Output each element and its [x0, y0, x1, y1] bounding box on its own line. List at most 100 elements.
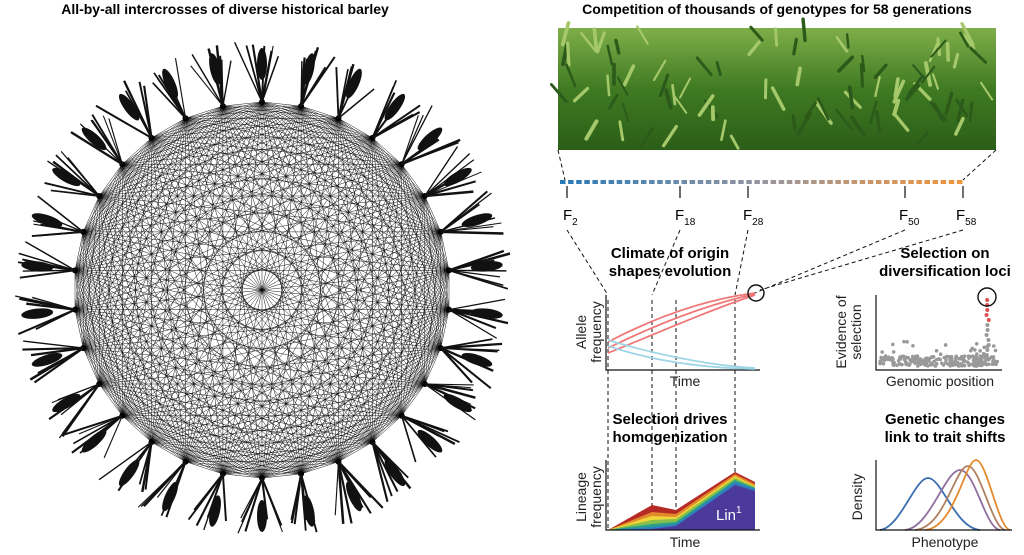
leaf [801, 17, 807, 43]
plant-head [443, 393, 472, 413]
axes [605, 295, 760, 371]
locus-point [953, 356, 958, 360]
plant-head [461, 213, 493, 228]
gen-sub: 28 [752, 217, 764, 228]
generation-labels: F2 F18 F28 F50 F58 [563, 207, 977, 228]
timeline-dash [940, 180, 947, 184]
locus-point [985, 348, 990, 352]
timeline-dash [859, 180, 866, 184]
timeline-dash [835, 180, 841, 184]
plant-stem [260, 50, 273, 103]
timeline-dash [908, 180, 914, 184]
plant-head [118, 459, 140, 487]
leaf [672, 94, 688, 114]
locus-point [889, 358, 894, 362]
zoom-lines [557, 149, 997, 181]
leaf [930, 39, 947, 58]
timeline-dash [867, 180, 874, 184]
locus-point [991, 344, 996, 348]
plant-stem [337, 461, 345, 524]
plant-stem [38, 231, 84, 237]
title-line: Selection on [900, 245, 989, 262]
gen-letter: F [956, 207, 965, 224]
panel-title: Selection drives homogenization [612, 411, 727, 446]
plant-stem [72, 415, 123, 445]
leaf [749, 25, 764, 42]
locus-point [934, 349, 939, 353]
locus-point [938, 357, 942, 362]
plant-stem [424, 146, 459, 197]
highlight-circle [747, 284, 765, 302]
lineage-sup: 1 [736, 505, 742, 516]
timeline-dash [608, 180, 615, 184]
x-label: Time [670, 534, 701, 550]
timeline-dash [875, 180, 882, 184]
locus-point [939, 361, 944, 365]
plant-head [303, 53, 315, 85]
plant-stem [401, 105, 433, 165]
vertical-guides [607, 300, 736, 530]
leaf [893, 77, 900, 99]
generation-timeline [560, 180, 964, 198]
leaf [791, 114, 797, 132]
leaf [874, 75, 881, 98]
plant-stem [70, 131, 123, 166]
leaf [664, 88, 673, 110]
plant-head [52, 393, 81, 413]
leaf [549, 83, 568, 103]
plant-head [345, 68, 362, 99]
label-line: Evidence of [833, 295, 849, 368]
timeline-dash [705, 180, 712, 184]
plant-stem [91, 119, 124, 165]
leaf [770, 86, 786, 111]
plant-head [81, 127, 107, 151]
timeline-dash [681, 180, 687, 184]
plant-stem [261, 477, 283, 526]
leaf [697, 94, 715, 117]
plant-head [31, 213, 63, 228]
locus-point [986, 343, 991, 347]
plant-head [162, 481, 179, 512]
plant-stem [371, 441, 389, 502]
locus-point [910, 359, 915, 364]
leaf [606, 44, 614, 66]
leaf [729, 134, 740, 150]
timeline-dash [884, 180, 890, 184]
plant-head [384, 93, 406, 121]
locus-point [918, 357, 923, 361]
title-line: shapes evolution [609, 263, 732, 280]
plant-stem [448, 298, 506, 311]
locus-point [955, 362, 959, 367]
locus-point [933, 364, 938, 368]
locus-point [974, 360, 978, 365]
plant-stem [58, 383, 100, 439]
locus-point [962, 363, 967, 368]
plant-head [209, 495, 221, 527]
plant-stem [401, 414, 460, 444]
locus-point [950, 357, 954, 362]
plant-head [118, 93, 140, 121]
locus-point [991, 355, 996, 359]
locus-point [984, 353, 989, 357]
locus-point [967, 356, 971, 360]
leaf [572, 86, 590, 103]
y-label: Lineagefrequency [573, 466, 604, 527]
leaf [892, 112, 910, 132]
plant-head [81, 429, 107, 453]
leaf [960, 22, 975, 46]
locus-point [902, 339, 906, 344]
gen-label: F2 [563, 207, 578, 228]
leaf [595, 31, 606, 54]
gen-letter: F [743, 207, 752, 224]
leaf [835, 108, 853, 131]
locus-point [993, 361, 998, 366]
timeline-dash [657, 180, 663, 184]
timeline-dash [916, 180, 922, 184]
label-line: Allele [573, 315, 589, 349]
leaf [845, 33, 850, 49]
plant-stem [35, 308, 76, 331]
locus-point [952, 360, 956, 365]
plant-stem [44, 182, 100, 197]
title-line: link to trait shifts [885, 429, 1006, 446]
